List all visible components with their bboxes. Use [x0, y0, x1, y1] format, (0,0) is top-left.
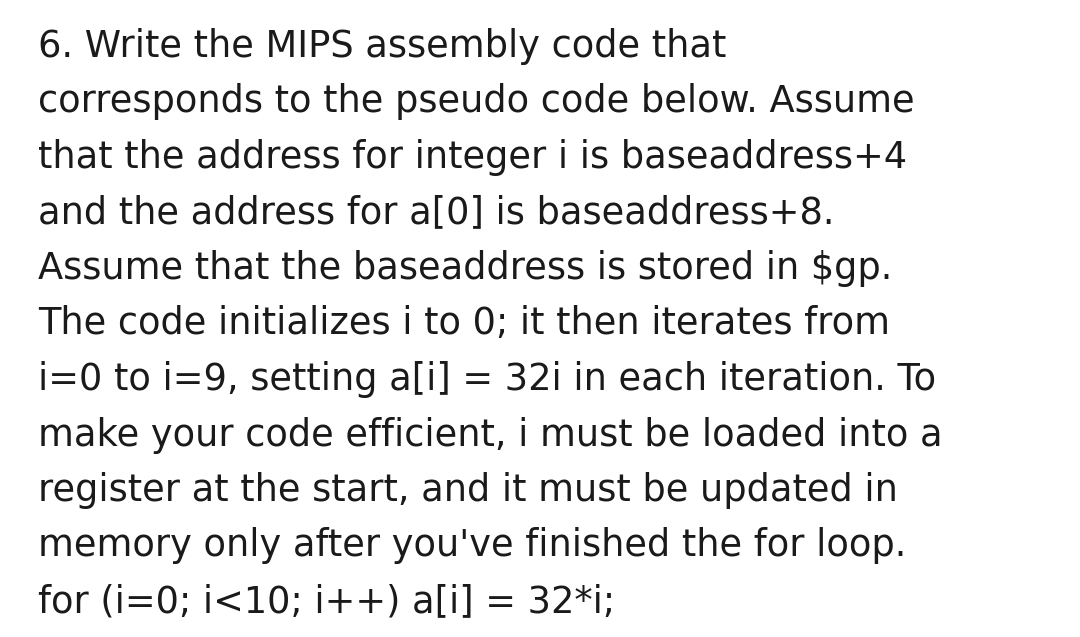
Text: i=0 to i=9, setting a[i] = 32i in each iteration. To: i=0 to i=9, setting a[i] = 32i in each i… — [38, 361, 936, 398]
Text: Assume that the baseaddress is stored in $gp.: Assume that the baseaddress is stored in… — [38, 250, 892, 287]
Text: for (i=0; i<10; i++) a[i] = 32*i;: for (i=0; i<10; i++) a[i] = 32*i; — [38, 583, 616, 620]
Text: register at the start, and it must be updated in: register at the start, and it must be up… — [38, 472, 897, 509]
Text: The code initializes i to 0; it then iterates from: The code initializes i to 0; it then ite… — [38, 306, 890, 343]
Text: memory only after you've finished the for loop.: memory only after you've finished the fo… — [38, 527, 906, 564]
Text: 6. Write the MIPS assembly code that: 6. Write the MIPS assembly code that — [38, 28, 727, 65]
Text: make your code efficient, i must be loaded into a: make your code efficient, i must be load… — [38, 417, 943, 454]
Text: and the address for a[0] is baseaddress+8.: and the address for a[0] is baseaddress+… — [38, 194, 835, 231]
Text: corresponds to the pseudo code below. Assume: corresponds to the pseudo code below. As… — [38, 83, 915, 120]
Text: that the address for integer i is baseaddress+4: that the address for integer i is basead… — [38, 139, 907, 176]
